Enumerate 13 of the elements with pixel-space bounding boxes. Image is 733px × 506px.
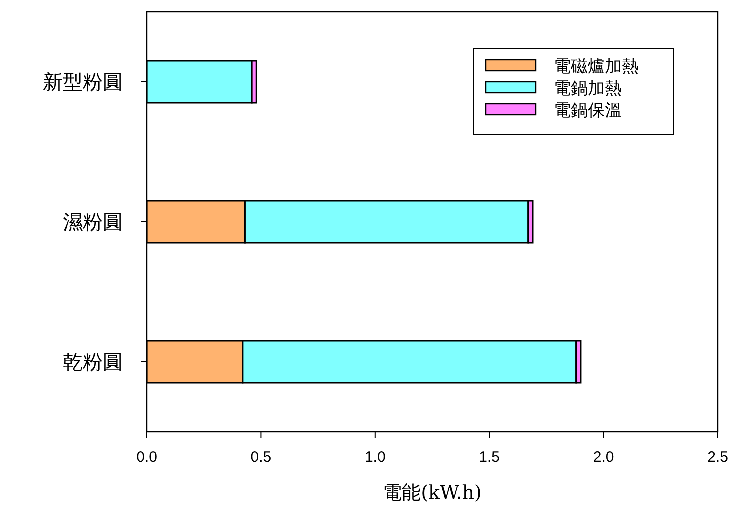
x-tick-label: 0.5	[250, 449, 272, 466]
y-tick-label: 濕粉圓	[63, 210, 123, 234]
x-tick-label: 1.0	[364, 449, 386, 466]
x-tick-label: 1.5	[479, 449, 500, 466]
y-tick-label: 乾粉圓	[63, 350, 123, 374]
legend-label: 電鍋保溫	[554, 101, 622, 121]
legend-label: 電磁爐加熱	[554, 57, 639, 77]
x-tick-label: 2.5	[708, 449, 728, 466]
y-tick-label: 新型粉圓	[43, 70, 123, 94]
x-axis-title: 電能(kW.h)	[383, 482, 482, 504]
legend-label: 電鍋加熱	[554, 79, 622, 99]
x-tick-label: 2.0	[593, 449, 614, 466]
x-tick-label: 0.0	[136, 449, 158, 466]
